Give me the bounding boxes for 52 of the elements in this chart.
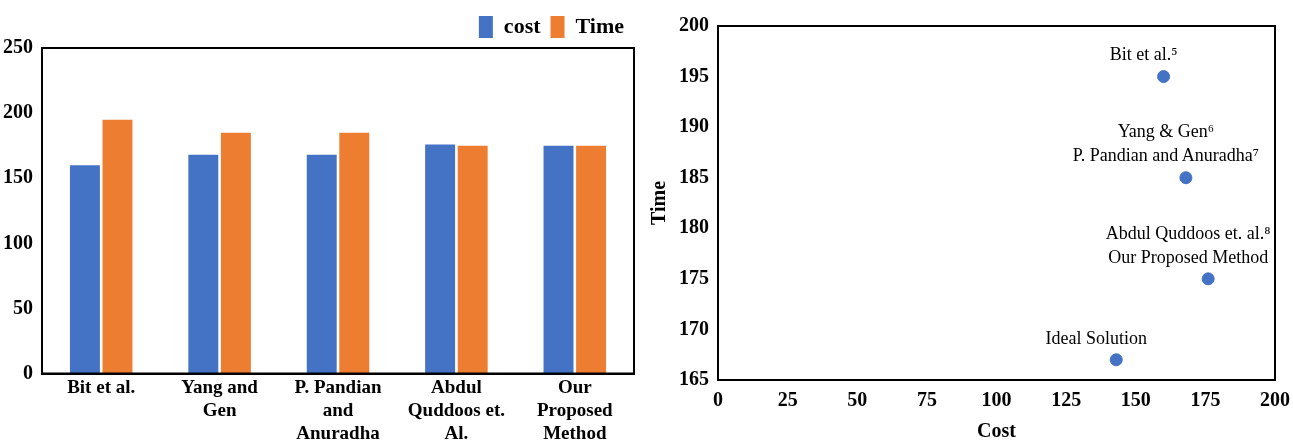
x-tick-label: 175 (1190, 388, 1221, 411)
bar (102, 119, 133, 374)
y-tick-label: 180 (679, 215, 709, 238)
y-tick-label: 250 (3, 35, 33, 58)
point (1109, 353, 1123, 367)
y-tick-label: 170 (679, 316, 709, 339)
bar (69, 165, 100, 374)
x-tick-label: 125 (1051, 388, 1082, 411)
x-tick-label: 100 (981, 388, 1012, 411)
x-tick-label: Yang and Gen (181, 375, 259, 420)
bar (425, 144, 456, 374)
annotation: P. Pandian and Anuradha⁷ (1072, 145, 1260, 166)
y-tick-label: 50 (13, 295, 33, 318)
point (1179, 171, 1193, 185)
y-tick-label: 200 (679, 13, 709, 36)
y-axis-title: Time (647, 180, 670, 226)
x-tick-label: 0 (713, 388, 723, 411)
annotation: Abdul Quddoos et. al.⁸ (1105, 222, 1271, 243)
y-tick-label: 165 (679, 367, 709, 390)
x-tick-label: Abdul Quddoos et. Al. (407, 375, 505, 443)
bar (457, 145, 488, 374)
y-tick-label: 0 (23, 360, 33, 383)
point (1201, 272, 1215, 286)
bar (576, 145, 607, 374)
y-tick-label: 175 (679, 266, 709, 289)
point (1157, 70, 1171, 84)
y-tick-label: 195 (679, 63, 709, 86)
x-tick-label: 200 (1260, 388, 1290, 411)
x-tick-label: 25 (777, 388, 798, 411)
x-tick-label: P. Pandian and Anuradha (294, 375, 382, 443)
annotation: Yang & Gen⁶ (1117, 121, 1215, 142)
annotation: Bit et al.⁵ (1109, 44, 1178, 65)
bar (220, 132, 251, 374)
y-tick-label: 185 (679, 164, 709, 187)
bar (188, 154, 219, 374)
y-tick-label: 200 (3, 100, 33, 123)
x-tick-label: 150 (1120, 388, 1151, 411)
y-tick-label: 190 (679, 114, 709, 137)
bar (306, 154, 337, 374)
x-axis-title: Cost (977, 419, 1017, 442)
x-tick-label: 50 (847, 388, 868, 411)
annotation: Ideal Solution (1045, 327, 1148, 348)
y-tick-label: 150 (3, 165, 33, 188)
x-tick-label: Our Proposed Method (536, 375, 614, 443)
legend-label: cost (503, 12, 542, 38)
y-tick-label: 100 (3, 230, 33, 253)
legend-label: Time (575, 12, 625, 38)
bar (339, 132, 370, 374)
x-tick-label: Bit et al. (67, 375, 136, 397)
bar (543, 145, 574, 374)
annotation: Our Proposed Method (1108, 246, 1269, 267)
x-tick-label: 75 (916, 388, 937, 411)
